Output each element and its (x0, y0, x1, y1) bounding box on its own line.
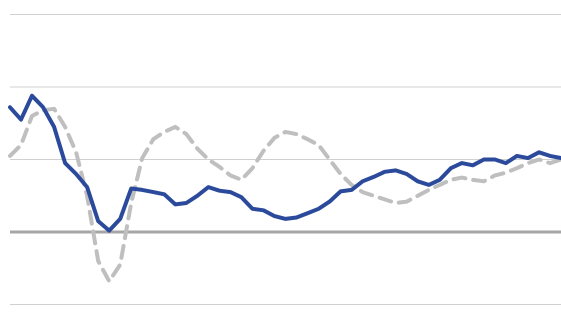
series-solid-line (8, 93, 561, 233)
series-dashed-line (8, 106, 561, 284)
